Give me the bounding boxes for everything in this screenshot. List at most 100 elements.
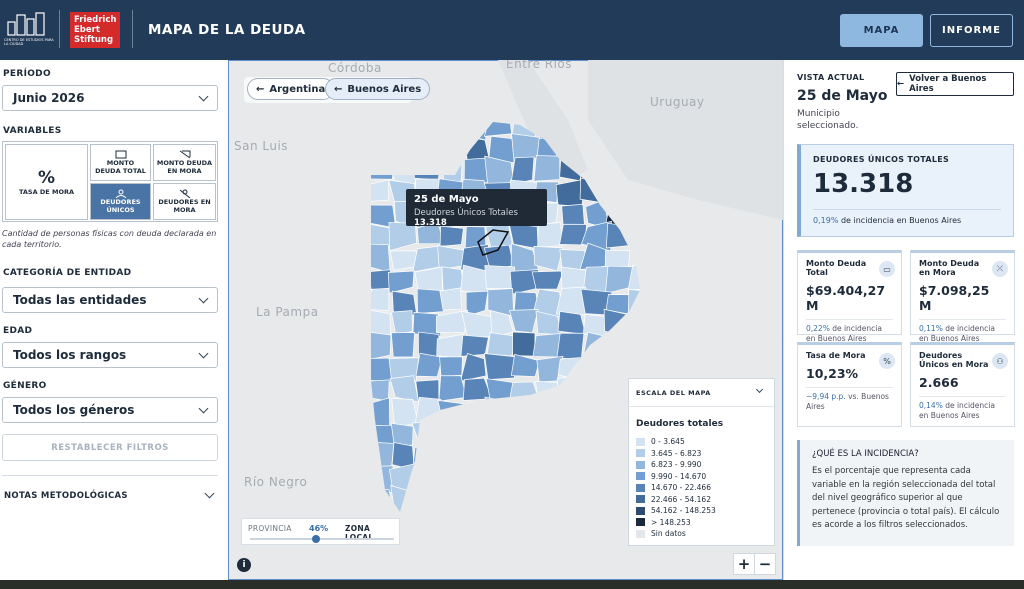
chevron[interactable] — [755, 385, 764, 394]
variable-tile[interactable]: MONTO DEUDA EN MORA — [153, 144, 216, 181]
tooltip-label: Deudores Únicos Totales — [414, 208, 518, 218]
slider-thumb[interactable] — [312, 535, 321, 543]
divider — [59, 10, 60, 48]
district — [439, 356, 463, 378]
variable-tile[interactable]: DEUDORES EN MORA — [153, 183, 216, 220]
district — [557, 310, 587, 335]
card-value: 10,23% — [806, 366, 859, 381]
tile-icon — [179, 150, 190, 159]
label: EDAD — [3, 326, 33, 336]
tile-icon — [115, 150, 126, 159]
variable-group — [2, 141, 218, 222]
nav-report[interactable]: INFORME — [930, 14, 1013, 47]
card-title: Deudores Únicos en Mora — [919, 351, 989, 369]
card-value: 2.666 — [919, 375, 959, 390]
card-note-text: de incidencia en Buenos Aires — [919, 324, 995, 343]
chevron — [198, 293, 209, 303]
tile-icon: % — [37, 168, 56, 188]
district — [439, 287, 462, 311]
filter-select[interactable]: Todos los rangos — [2, 342, 218, 368]
selected-district[interactable] — [477, 229, 510, 256]
breadcrumb[interactable]: ← Argentina — [247, 78, 335, 100]
metric-card: Monto Deuda en Mora ⤫ $7.098,25 M 0,11% de … — [910, 250, 1015, 343]
reset-button[interactable]: RESTABLECER FILTROS — [2, 434, 218, 461]
arrow: ← — [334, 83, 343, 95]
legend-row: Sin datos — [636, 528, 716, 540]
metric-card: Tasa de Mora% 10,23% −9,94 p.p. vs. Buenos… — [797, 342, 902, 427]
period-select[interactable]: Junio 2026 — [2, 85, 218, 111]
district — [486, 332, 517, 357]
card-pct: 0,22% — [806, 324, 830, 333]
card-pct: −9,94 p.p. — [806, 392, 846, 401]
card-note-text: vs. Buenos Aires — [806, 392, 889, 411]
chevron — [204, 488, 215, 499]
breadcrumb-text: Buenos Aires — [347, 83, 422, 95]
district — [391, 310, 413, 336]
place-label: La Pampa — [256, 305, 319, 319]
info-button[interactable]: i — [237, 558, 251, 572]
district — [459, 353, 487, 382]
breadcrumb[interactable]: ← Buenos Aires — [325, 78, 431, 100]
divider — [2, 475, 218, 476]
legend-label: > 148.253 — [651, 517, 691, 527]
label: GÉNERO — [3, 381, 47, 391]
legend-swatch — [636, 495, 645, 504]
card-note: −9,94 p.p. vs. Buenos Aires — [806, 387, 893, 412]
district — [536, 355, 564, 383]
tooltip-value: 13.318 — [414, 218, 447, 228]
variable-tile[interactable]: DEUDORES ÚNICOS — [90, 183, 151, 220]
zoom-in[interactable]: + — [734, 554, 755, 574]
legend-label: 9.990 - 14.670 — [651, 471, 707, 481]
metric-card: Deudores Únicos en Mora ⚇ 2.666 0,14% de in… — [910, 342, 1015, 427]
district — [510, 353, 540, 377]
card-title: Tasa de Mora — [806, 351, 866, 360]
district — [436, 309, 469, 333]
tooltip-title: 25 de Mayo — [414, 194, 479, 205]
filter-select[interactable]: Todas las entidades — [2, 287, 218, 313]
label: PERÍODO — [3, 69, 51, 79]
card-note: 0,11% de incidencia en Buenos Aires — [919, 319, 1006, 344]
legend-row: 9.990 - 14.670 — [636, 471, 716, 483]
main-pct: 0,19% — [813, 216, 839, 225]
zoom-out[interactable]: − — [758, 555, 772, 573]
nav-map[interactable]: MAPA — [840, 14, 923, 47]
variable-tile[interactable]: % TASA DE MORA — [5, 144, 88, 220]
logo-icon — [7, 12, 45, 36]
legend-row: 14.670 - 22.466 — [636, 482, 716, 494]
slider-value: 46% — [309, 524, 329, 533]
notes-toggle[interactable]: NOTAS METODOLÓGICAS — [4, 491, 128, 501]
label: VARIABLES — [3, 126, 62, 136]
legend-header: ESCALA DEL MAPA — [636, 389, 711, 397]
chevron — [198, 348, 209, 358]
logo-text: CENTRO DE ESTUDIOS PARA LA CIUDAD — [4, 38, 54, 46]
chevron — [198, 91, 209, 101]
select-value: Todas las entidades — [13, 293, 147, 307]
legend-row: 6.823 - 9.990 — [636, 459, 716, 471]
card-icon: ⤫ — [992, 261, 1008, 277]
place-label: Córdoba — [328, 61, 382, 75]
arrow: ← — [897, 79, 905, 89]
legend-label: 3.645 - 6.823 — [651, 448, 702, 458]
back-button[interactable]: ← Volver a Buenos Aires — [896, 72, 1014, 96]
main-title: DEUDORES ÚNICOS TOTALES — [813, 155, 950, 164]
district — [439, 225, 464, 247]
card-title: Monto Deuda Total — [806, 259, 867, 277]
card-note-text: de incidencia en Buenos Aires — [919, 401, 995, 420]
district — [371, 179, 390, 203]
district — [533, 155, 561, 182]
district — [483, 353, 517, 380]
tile-label: TASA DE MORA — [18, 188, 75, 196]
card-note-text: de incidencia en Buenos Aires — [806, 324, 882, 343]
header: CENTRO DE ESTUDIOS PARA LA CIUDAD Friedr… — [0, 0, 1024, 60]
card-pct: 0,14% — [919, 401, 943, 410]
legend-label: 14.670 - 22.466 — [651, 483, 711, 493]
card-note: 0,14% de incidencia en Buenos Aires — [919, 396, 1006, 421]
variable-tile[interactable]: MONTO DEUDA TOTAL — [90, 144, 151, 181]
card-icon: ⚇ — [992, 353, 1008, 369]
select-value: Todos los géneros — [13, 403, 135, 417]
filter-select[interactable]: Todos los géneros — [2, 397, 218, 423]
place-labels: Córdoba Entre Ríos Uruguay San Luis La Pampa… — [234, 60, 704, 489]
select-value: Todos los rangos — [13, 348, 127, 362]
district — [465, 290, 489, 317]
